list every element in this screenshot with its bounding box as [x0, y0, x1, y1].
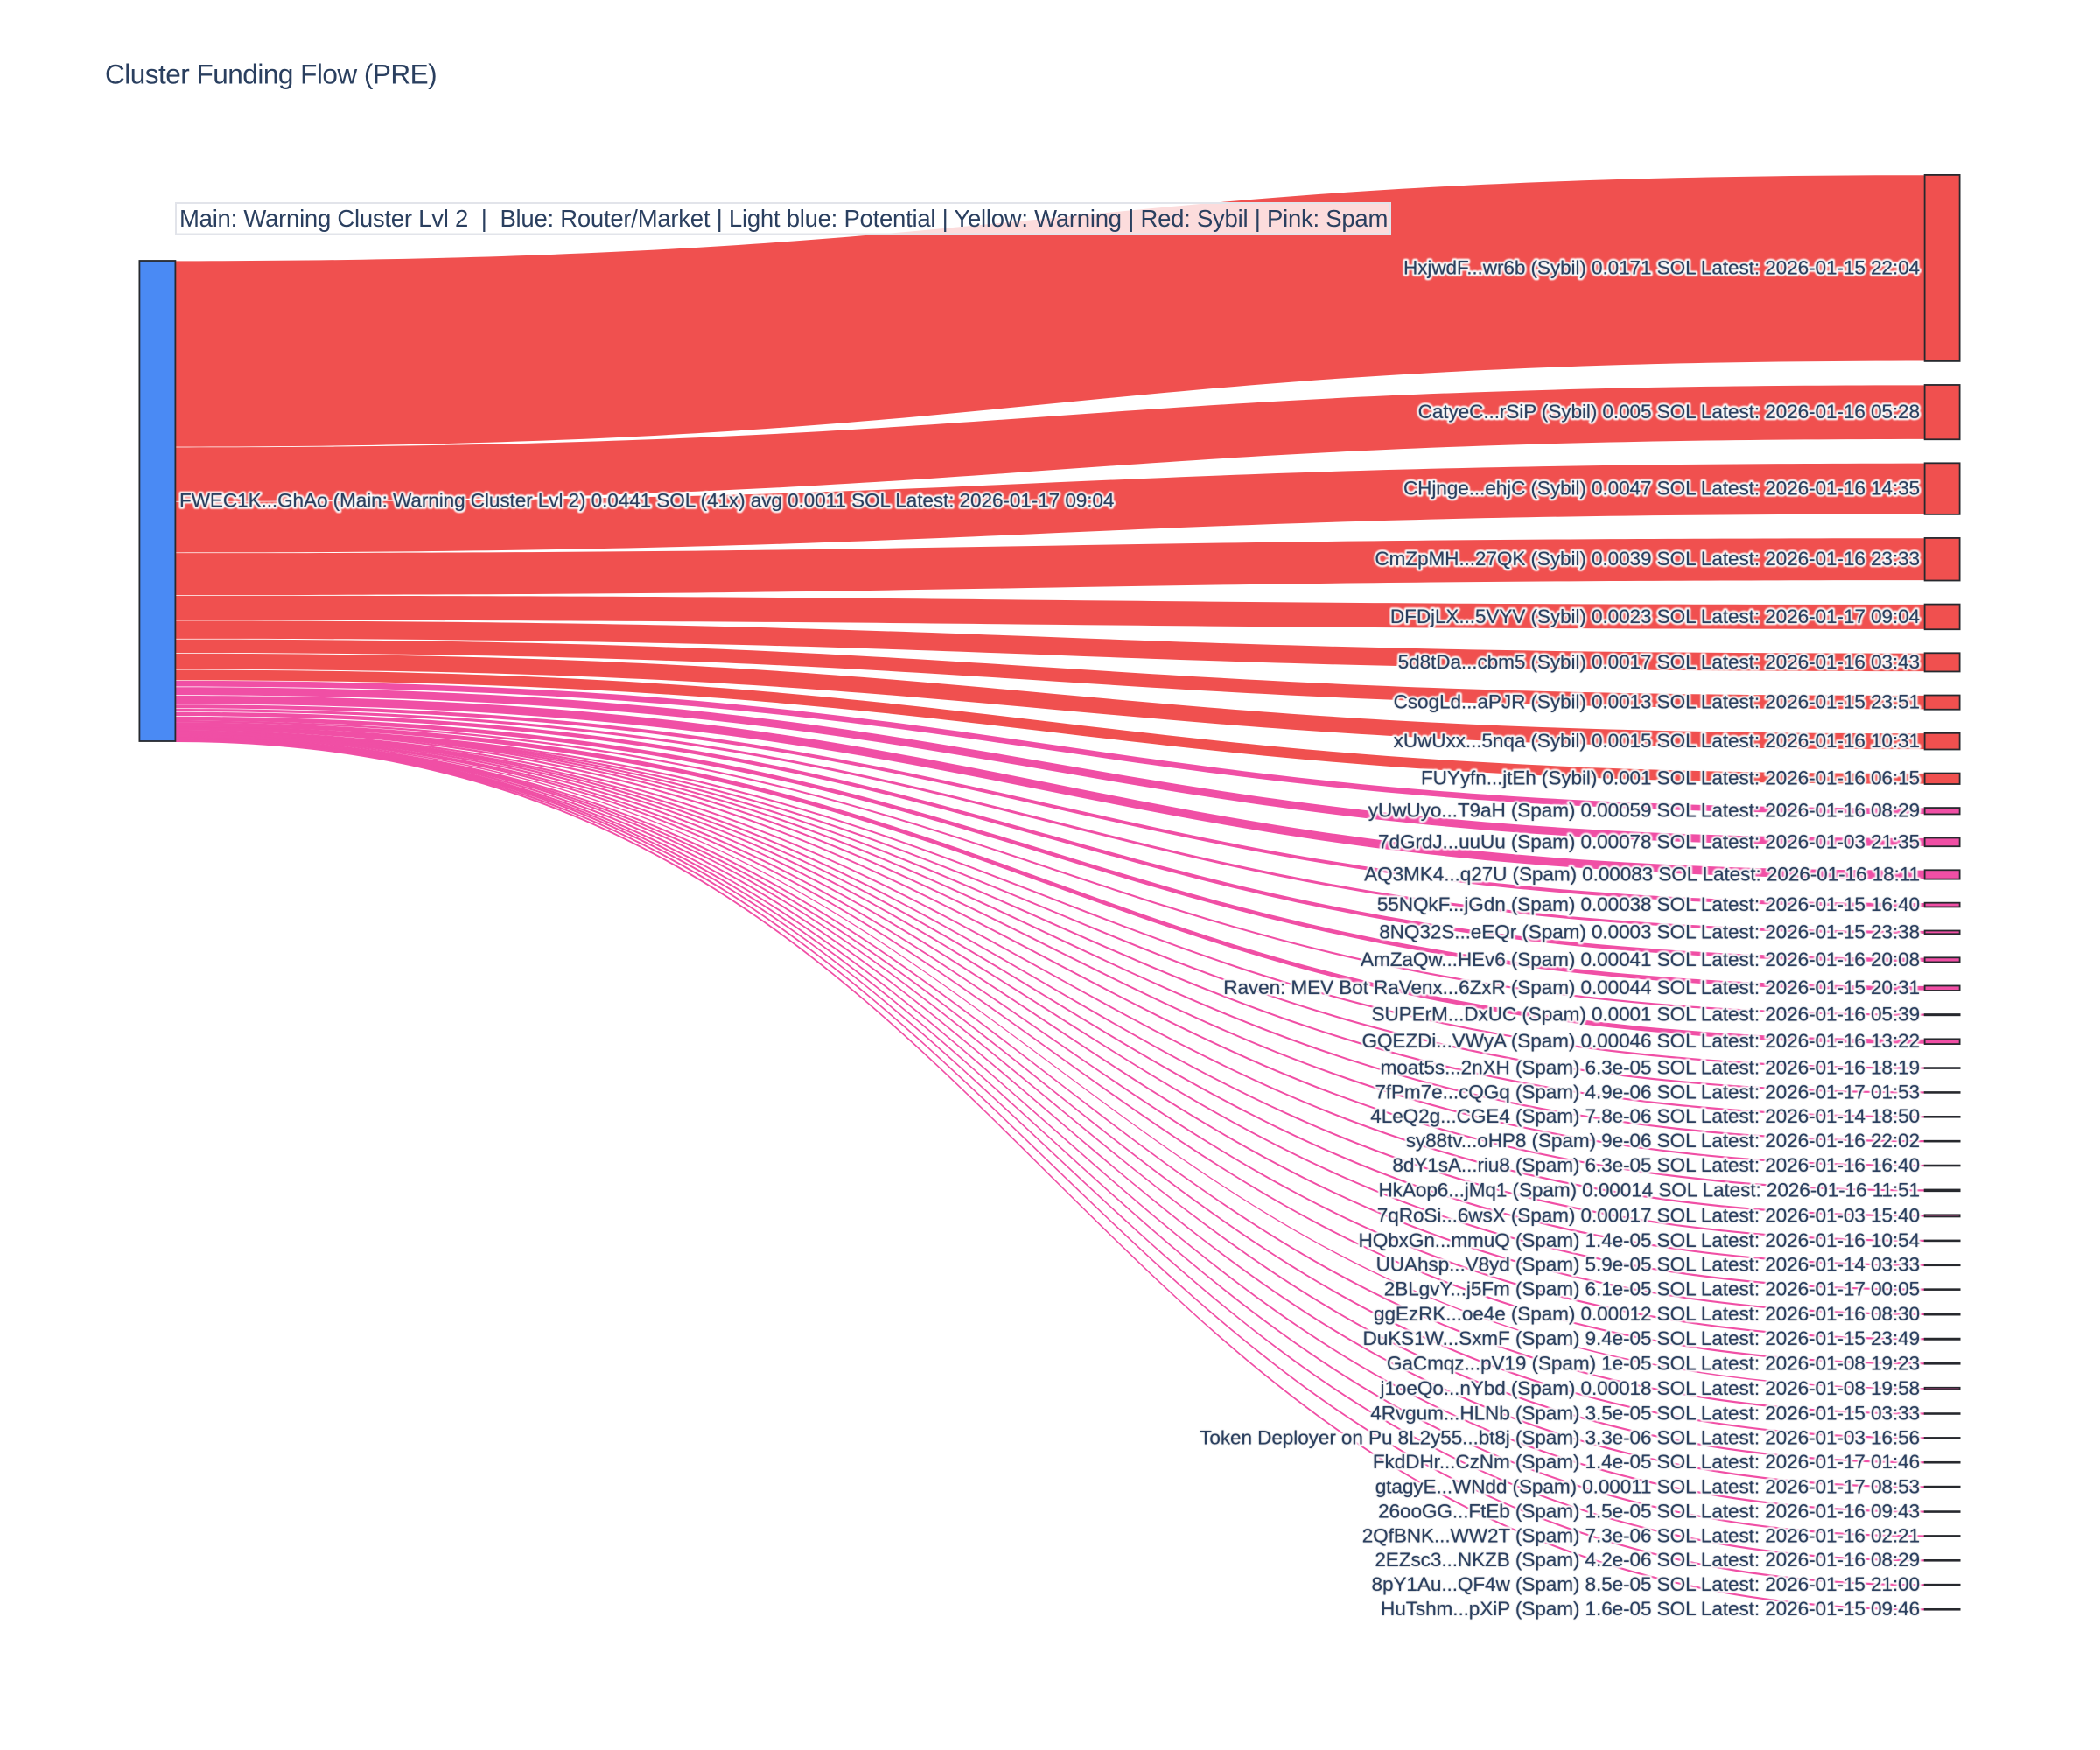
- svg-text:j1oeQo...nYbd (Spam) 0.00018 S: j1oeQo...nYbd (Spam) 0.00018 SOL Latest:…: [1380, 1377, 1920, 1399]
- svg-text:xUwUxx...5nqa (Sybil) 0.0015 S: xUwUxx...5nqa (Sybil) 0.0015 SOL Latest:…: [1394, 730, 1920, 752]
- svg-text:7fPm7e...cQGq (Spam) 4.9e-06 S: 7fPm7e...cQGq (Spam) 4.9e-06 SOL Latest:…: [1375, 1081, 1920, 1102]
- svg-text:FUYyfn...jtEh (Sybil) 0.001 SO: FUYyfn...jtEh (Sybil) 0.001 SOL Latest: …: [1421, 767, 1920, 789]
- svg-text:xUwUxx...5nqa (Sybil) 0.0015 S: xUwUxx...5nqa (Sybil) 0.0015 SOL Latest:…: [1394, 730, 1920, 752]
- svg-text:gtagyE...WNdd (Spam) 0.00011 S: gtagyE...WNdd (Spam) 0.00011 SOL Latest:…: [1376, 1475, 1920, 1497]
- svg-text:7dGrdJ...uuUu (Spam) 0.00078 S: 7dGrdJ...uuUu (Spam) 0.00078 SOL Latest:…: [1378, 830, 1920, 852]
- svg-text:55NQkF...jGdn (Spam) 0.00038 S: 55NQkF...jGdn (Spam) 0.00038 SOL Latest:…: [1377, 893, 1920, 915]
- svg-text:HkAop6...jMq1 (Spam) 0.00014 S: HkAop6...jMq1 (Spam) 0.00014 SOL Latest:…: [1378, 1179, 1920, 1200]
- svg-text:GaCmqz...pV19 (Spam) 1e-05 SOL: GaCmqz...pV19 (Spam) 1e-05 SOL Latest: 2…: [1387, 1352, 1920, 1374]
- svg-text:4Rvgum...HLNb (Spam) 3.5e-05 S: 4Rvgum...HLNb (Spam) 3.5e-05 SOL Latest:…: [1370, 1402, 1920, 1424]
- svg-text:CatyeC...rSiP (Sybil) 0.005 SO: CatyeC...rSiP (Sybil) 0.005 SOL Latest: …: [1418, 401, 1920, 423]
- svg-text:Token Deployer on Pu 8L2y55...: Token Deployer on Pu 8L2y55...bt8j (Spam…: [1200, 1426, 1920, 1448]
- svg-text:7qRoSi...6wsX (Spam) 0.00017 S: 7qRoSi...6wsX (Spam) 0.00017 SOL Latest:…: [1377, 1204, 1920, 1226]
- svg-text:CsogLd...aPJR (Sybil) 0.0013 S: CsogLd...aPJR (Sybil) 0.0013 SOL Latest:…: [1394, 691, 1920, 713]
- svg-text:HxjwdF...wr6b (Sybil) 0.0171 S: HxjwdF...wr6b (Sybil) 0.0171 SOL Latest:…: [1404, 256, 1920, 278]
- svg-text:HuTshm...pXiP (Spam) 1.6e-05 S: HuTshm...pXiP (Spam) 1.6e-05 SOL Latest:…: [1381, 1598, 1920, 1620]
- svg-text:HxjwdF...wr6b (Sybil) 0.0171 S: HxjwdF...wr6b (Sybil) 0.0171 SOL Latest:…: [1404, 256, 1920, 278]
- svg-text:CHjnge...ehjC (Sybil) 0.0047 S: CHjnge...ehjC (Sybil) 0.0047 SOL Latest:…: [1404, 478, 1920, 500]
- svg-text:4LeQ2g...CGE4 (Spam) 7.8e-06 S: 4LeQ2g...CGE4 (Spam) 7.8e-06 SOL Latest:…: [1370, 1105, 1920, 1127]
- svg-text:8dY1sA...riu8 (Spam) 6.3e-05 S: 8dY1sA...riu8 (Spam) 6.3e-05 SOL Latest:…: [1392, 1154, 1920, 1176]
- svg-text:2BLgvY...j5Fm (Spam) 6.1e-05 S: 2BLgvY...j5Fm (Spam) 6.1e-05 SOL Latest:…: [1384, 1278, 1920, 1300]
- svg-text:sy88tv...oHP8 (Spam) 9e-06 SOL: sy88tv...oHP8 (Spam) 9e-06 SOL Latest: 2…: [1406, 1130, 1920, 1152]
- svg-text:8pY1Au...QF4w (Spam) 8.5e-05 S: 8pY1Au...QF4w (Spam) 8.5e-05 SOL Latest:…: [1372, 1573, 1920, 1595]
- svg-text:26ooGG...FtEb (Spam) 1.5e-05 S: 26ooGG...FtEb (Spam) 1.5e-05 SOL Latest:…: [1378, 1501, 1920, 1522]
- svg-text:DFDjLX...5VYV (Sybil) 0.0023 S: DFDjLX...5VYV (Sybil) 0.0023 SOL Latest:…: [1390, 606, 1920, 627]
- svg-text:DuKS1W...SxmF (Spam) 9.4e-05 S: DuKS1W...SxmF (Spam) 9.4e-05 SOL Latest:…: [1363, 1327, 1920, 1349]
- svg-text:moat5s...2nXH (Spam) 6.3e-05 S: moat5s...2nXH (Spam) 6.3e-05 SOL Latest:…: [1381, 1057, 1920, 1079]
- svg-text:4Rvgum...HLNb (Spam) 3.5e-05 S: 4Rvgum...HLNb (Spam) 3.5e-05 SOL Latest:…: [1370, 1402, 1920, 1424]
- svg-text:Cluster Funding Flow (PRE): Cluster Funding Flow (PRE): [105, 59, 437, 90]
- svg-text:UUAhsp...V8yd (Spam) 5.9e-05 S: UUAhsp...V8yd (Spam) 5.9e-05 SOL Latest:…: [1376, 1254, 1920, 1276]
- svg-text:Main: Warning Cluster Lvl 2 |: Main: Warning Cluster Lvl 2 | Blue: Rout…: [179, 205, 1388, 232]
- svg-text:AQ3MK4...q27U (Spam) 0.00083 S: AQ3MK4...q27U (Spam) 0.00083 SOL Latest:…: [1364, 863, 1920, 885]
- svg-text:sy88tv...oHP8 (Spam) 9e-06 SOL: sy88tv...oHP8 (Spam) 9e-06 SOL Latest: 2…: [1406, 1130, 1920, 1152]
- svg-text:moat5s...2nXH (Spam) 6.3e-05 S: moat5s...2nXH (Spam) 6.3e-05 SOL Latest:…: [1381, 1057, 1920, 1079]
- svg-text:Raven: MEV Bot RaVenx...6ZxR (: Raven: MEV Bot RaVenx...6ZxR (Spam) 0.00…: [1223, 976, 1920, 998]
- svg-text:8NQ32S...eEQr (Spam) 0.0003 SO: 8NQ32S...eEQr (Spam) 0.0003 SOL Latest: …: [1379, 920, 1920, 942]
- svg-text:55NQkF...jGdn (Spam) 0.00038 S: 55NQkF...jGdn (Spam) 0.00038 SOL Latest:…: [1377, 893, 1920, 915]
- svg-text:Token Deployer on Pu 8L2y55...: Token Deployer on Pu 8L2y55...bt8j (Spam…: [1200, 1426, 1920, 1448]
- svg-text:ggEzRK...oe4e (Spam) 0.00012 S: ggEzRK...oe4e (Spam) 0.00012 SOL Latest:…: [1374, 1303, 1920, 1325]
- svg-text:GQEZDi...VWyA (Spam) 0.00046 S: GQEZDi...VWyA (Spam) 0.00046 SOL Latest:…: [1362, 1030, 1920, 1052]
- svg-text:7dGrdJ...uuUu (Spam) 0.00078 S: 7dGrdJ...uuUu (Spam) 0.00078 SOL Latest:…: [1378, 830, 1920, 852]
- svg-text:CHjnge...ehjC (Sybil) 0.0047 S: CHjnge...ehjC (Sybil) 0.0047 SOL Latest:…: [1404, 478, 1920, 500]
- svg-text:8NQ32S...eEQr (Spam) 0.0003 SO: 8NQ32S...eEQr (Spam) 0.0003 SOL Latest: …: [1379, 920, 1920, 942]
- svg-text:2QfBNK...WW2T (Spam) 7.3e-06 S: 2QfBNK...WW2T (Spam) 7.3e-06 SOL Latest:…: [1362, 1524, 1920, 1546]
- svg-text:HkAop6...jMq1 (Spam) 0.00014 S: HkAop6...jMq1 (Spam) 0.00014 SOL Latest:…: [1378, 1179, 1920, 1200]
- svg-text:SUPErM...DxUC (Spam) 0.0001 SO: SUPErM...DxUC (Spam) 0.0001 SOL Latest: …: [1372, 1004, 1921, 1026]
- svg-text:gtagyE...WNdd (Spam) 0.00011 S: gtagyE...WNdd (Spam) 0.00011 SOL Latest:…: [1376, 1475, 1920, 1497]
- svg-text:CmZpMH...27QK (Sybil) 0.0039 S: CmZpMH...27QK (Sybil) 0.0039 SOL Latest:…: [1375, 548, 1920, 570]
- svg-text:DFDjLX...5VYV (Sybil) 0.0023 S: DFDjLX...5VYV (Sybil) 0.0023 SOL Latest:…: [1390, 606, 1920, 627]
- svg-text:FWEC1K...GhAo (Main: Warning C: FWEC1K...GhAo (Main: Warning Cluster Lvl…: [179, 489, 1114, 511]
- svg-text:26ooGG...FtEb (Spam) 1.5e-05 S: 26ooGG...FtEb (Spam) 1.5e-05 SOL Latest:…: [1378, 1501, 1920, 1522]
- svg-text:7fPm7e...cQGq (Spam) 4.9e-06 S: 7fPm7e...cQGq (Spam) 4.9e-06 SOL Latest:…: [1375, 1081, 1920, 1102]
- svg-text:yUwUyo...T9aH (Spam) 0.00059 S: yUwUyo...T9aH (Spam) 0.00059 SOL Latest:…: [1368, 800, 1920, 822]
- svg-text:CatyeC...rSiP (Sybil) 0.005 SO: CatyeC...rSiP (Sybil) 0.005 SOL Latest: …: [1418, 401, 1920, 423]
- svg-text:GQEZDi...VWyA (Spam) 0.00046 S: GQEZDi...VWyA (Spam) 0.00046 SOL Latest:…: [1362, 1030, 1920, 1052]
- svg-text:FWEC1K...GhAo (Main: Warning C: FWEC1K...GhAo (Main: Warning Cluster Lvl…: [179, 489, 1114, 511]
- svg-text:UUAhsp...V8yd (Spam) 5.9e-05 S: UUAhsp...V8yd (Spam) 5.9e-05 SOL Latest:…: [1376, 1254, 1920, 1276]
- svg-text:HuTshm...pXiP (Spam) 1.6e-05 S: HuTshm...pXiP (Spam) 1.6e-05 SOL Latest:…: [1381, 1598, 1920, 1620]
- svg-text:DuKS1W...SxmF (Spam) 9.4e-05 S: DuKS1W...SxmF (Spam) 9.4e-05 SOL Latest:…: [1363, 1327, 1920, 1349]
- svg-text:2EZsc3...NKZB (Spam) 4.2e-06 S: 2EZsc3...NKZB (Spam) 4.2e-06 SOL Latest:…: [1375, 1549, 1920, 1571]
- svg-text:8pY1Au...QF4w (Spam) 8.5e-05 S: 8pY1Au...QF4w (Spam) 8.5e-05 SOL Latest:…: [1372, 1573, 1920, 1595]
- svg-text:SUPErM...DxUC (Spam) 0.0001 SO: SUPErM...DxUC (Spam) 0.0001 SOL Latest: …: [1372, 1004, 1921, 1026]
- svg-text:2QfBNK...WW2T (Spam) 7.3e-06 S: 2QfBNK...WW2T (Spam) 7.3e-06 SOL Latest:…: [1362, 1524, 1920, 1546]
- svg-text:2EZsc3...NKZB (Spam) 4.2e-06 S: 2EZsc3...NKZB (Spam) 4.2e-06 SOL Latest:…: [1375, 1549, 1920, 1571]
- svg-text:FkdDHr...CzNm (Spam) 1.4e-05 S: FkdDHr...CzNm (Spam) 1.4e-05 SOL Latest:…: [1373, 1451, 1920, 1473]
- svg-text:CsogLd...aPJR (Sybil) 0.0013 S: CsogLd...aPJR (Sybil) 0.0013 SOL Latest:…: [1394, 691, 1920, 713]
- svg-text:FUYyfn...jtEh (Sybil) 0.001 SO: FUYyfn...jtEh (Sybil) 0.001 SOL Latest: …: [1421, 767, 1920, 789]
- svg-text:HQbxGn...mmuQ (Spam) 1.4e-05 S: HQbxGn...mmuQ (Spam) 1.4e-05 SOL Latest:…: [1359, 1229, 1920, 1251]
- svg-text:Raven: MEV Bot RaVenx...6ZxR (: Raven: MEV Bot RaVenx...6ZxR (Spam) 0.00…: [1223, 976, 1920, 998]
- svg-text:ggEzRK...oe4e (Spam) 0.00012 S: ggEzRK...oe4e (Spam) 0.00012 SOL Latest:…: [1374, 1303, 1920, 1325]
- svg-text:2BLgvY...j5Fm (Spam) 6.1e-05 S: 2BLgvY...j5Fm (Spam) 6.1e-05 SOL Latest:…: [1384, 1278, 1920, 1300]
- svg-text:FkdDHr...CzNm (Spam) 1.4e-05 S: FkdDHr...CzNm (Spam) 1.4e-05 SOL Latest:…: [1373, 1451, 1920, 1473]
- svg-text:AmZaQw...HEv6 (Spam) 0.00041 S: AmZaQw...HEv6 (Spam) 0.00041 SOL Latest:…: [1361, 948, 1920, 970]
- svg-text:5d8tDa...cbm5 (Sybil) 0.0017 S: 5d8tDa...cbm5 (Sybil) 0.0017 SOL Latest:…: [1398, 651, 1920, 673]
- svg-text:8dY1sA...riu8 (Spam) 6.3e-05 S: 8dY1sA...riu8 (Spam) 6.3e-05 SOL Latest:…: [1392, 1154, 1920, 1176]
- svg-text:j1oeQo...nYbd (Spam) 0.00018 S: j1oeQo...nYbd (Spam) 0.00018 SOL Latest:…: [1380, 1377, 1920, 1399]
- svg-text:7qRoSi...6wsX (Spam) 0.00017 S: 7qRoSi...6wsX (Spam) 0.00017 SOL Latest:…: [1377, 1204, 1920, 1226]
- svg-text:yUwUyo...T9aH (Spam) 0.00059 S: yUwUyo...T9aH (Spam) 0.00059 SOL Latest:…: [1368, 800, 1920, 822]
- svg-text:AQ3MK4...q27U (Spam) 0.00083 S: AQ3MK4...q27U (Spam) 0.00083 SOL Latest:…: [1364, 863, 1920, 885]
- svg-text:CmZpMH...27QK (Sybil) 0.0039 S: CmZpMH...27QK (Sybil) 0.0039 SOL Latest:…: [1375, 548, 1920, 570]
- svg-text:5d8tDa...cbm5 (Sybil) 0.0017 S: 5d8tDa...cbm5 (Sybil) 0.0017 SOL Latest:…: [1398, 651, 1920, 673]
- svg-text:AmZaQw...HEv6 (Spam) 0.00041 S: AmZaQw...HEv6 (Spam) 0.00041 SOL Latest:…: [1361, 948, 1920, 970]
- svg-text:4LeQ2g...CGE4 (Spam) 7.8e-06 S: 4LeQ2g...CGE4 (Spam) 7.8e-06 SOL Latest:…: [1370, 1105, 1920, 1127]
- svg-text:GaCmqz...pV19 (Spam) 1e-05 SOL: GaCmqz...pV19 (Spam) 1e-05 SOL Latest: 2…: [1387, 1352, 1920, 1374]
- svg-text:HQbxGn...mmuQ (Spam) 1.4e-05 S: HQbxGn...mmuQ (Spam) 1.4e-05 SOL Latest:…: [1359, 1229, 1920, 1251]
